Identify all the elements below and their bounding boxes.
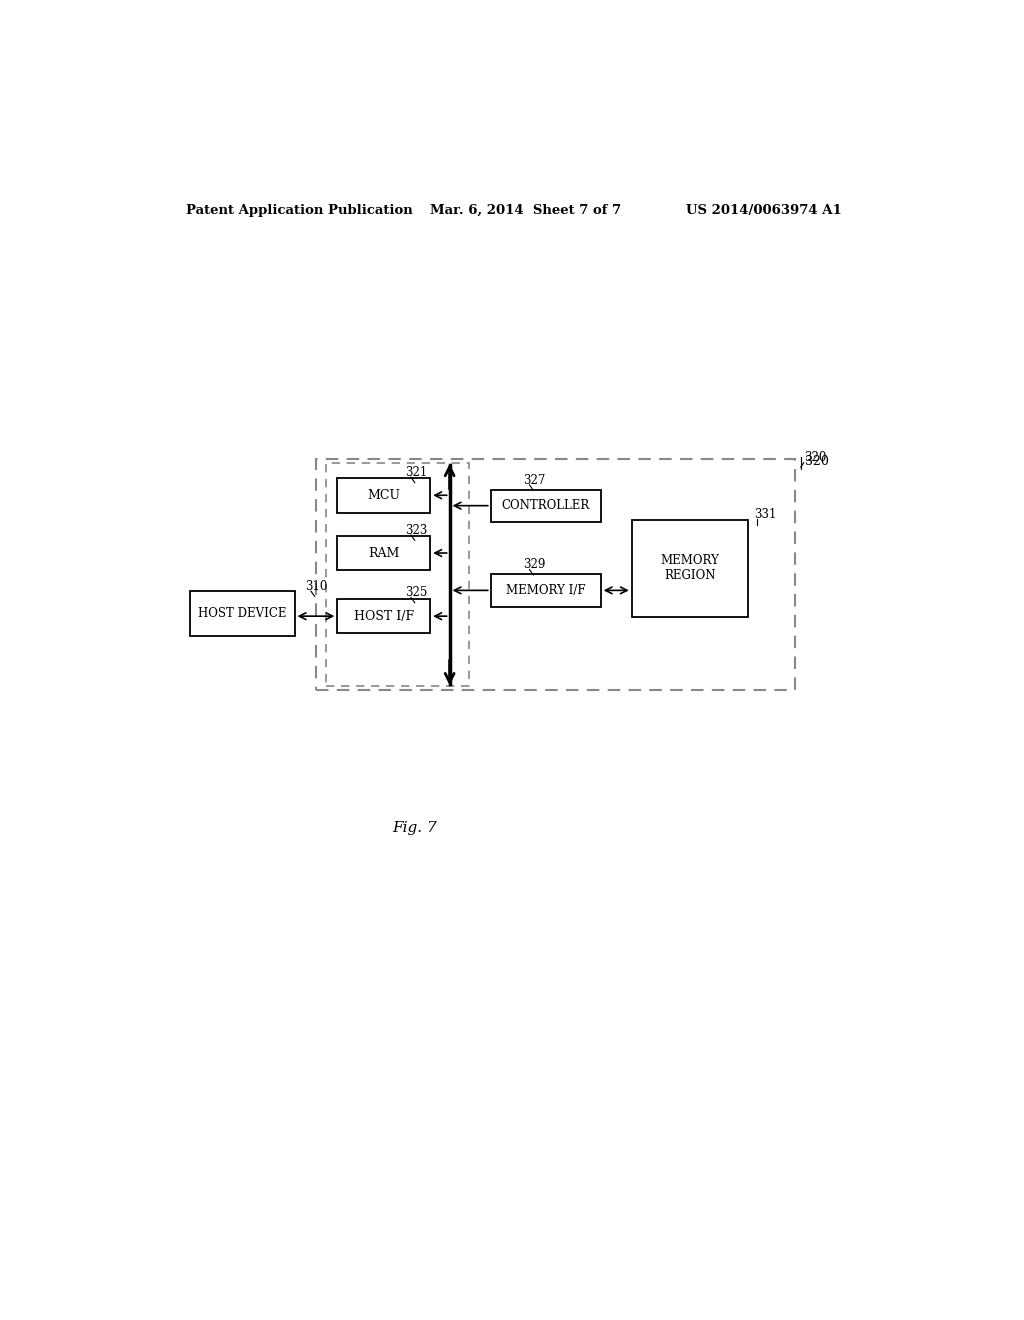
Text: 310: 310 [305,579,327,593]
Bar [326,462,469,686]
Text: 321: 321 [404,466,427,479]
Bar [190,591,295,636]
Text: 323: 323 [404,524,427,537]
Text: MEMORY
REGION: MEMORY REGION [660,554,719,582]
Bar [337,599,430,634]
Text: 327: 327 [523,474,546,487]
Bar [490,490,601,521]
Text: CONTROLLER: CONTROLLER [502,499,590,512]
Bar [337,536,430,570]
Text: RAM: RAM [368,546,399,560]
Text: US 2014/0063974 A1: US 2014/0063974 A1 [686,205,842,218]
Bar [632,520,748,616]
Bar [490,574,601,607]
Text: HOST I/F: HOST I/F [353,610,414,623]
Text: Mar. 6, 2014  Sheet 7 of 7: Mar. 6, 2014 Sheet 7 of 7 [430,205,622,218]
Text: 325: 325 [404,586,427,599]
Bar [315,459,795,689]
Bar [337,478,430,512]
Text: HOST DEVICE: HOST DEVICE [198,607,287,620]
Text: 320: 320 [805,454,828,467]
Text: MEMORY I/F: MEMORY I/F [506,583,586,597]
Text: 331: 331 [755,508,776,520]
Text: Fig. 7: Fig. 7 [392,821,437,836]
Text: MCU: MCU [368,488,400,502]
Text: 329: 329 [523,558,546,572]
Text: Patent Application Publication: Patent Application Publication [186,205,413,218]
Text: 320: 320 [805,450,827,463]
